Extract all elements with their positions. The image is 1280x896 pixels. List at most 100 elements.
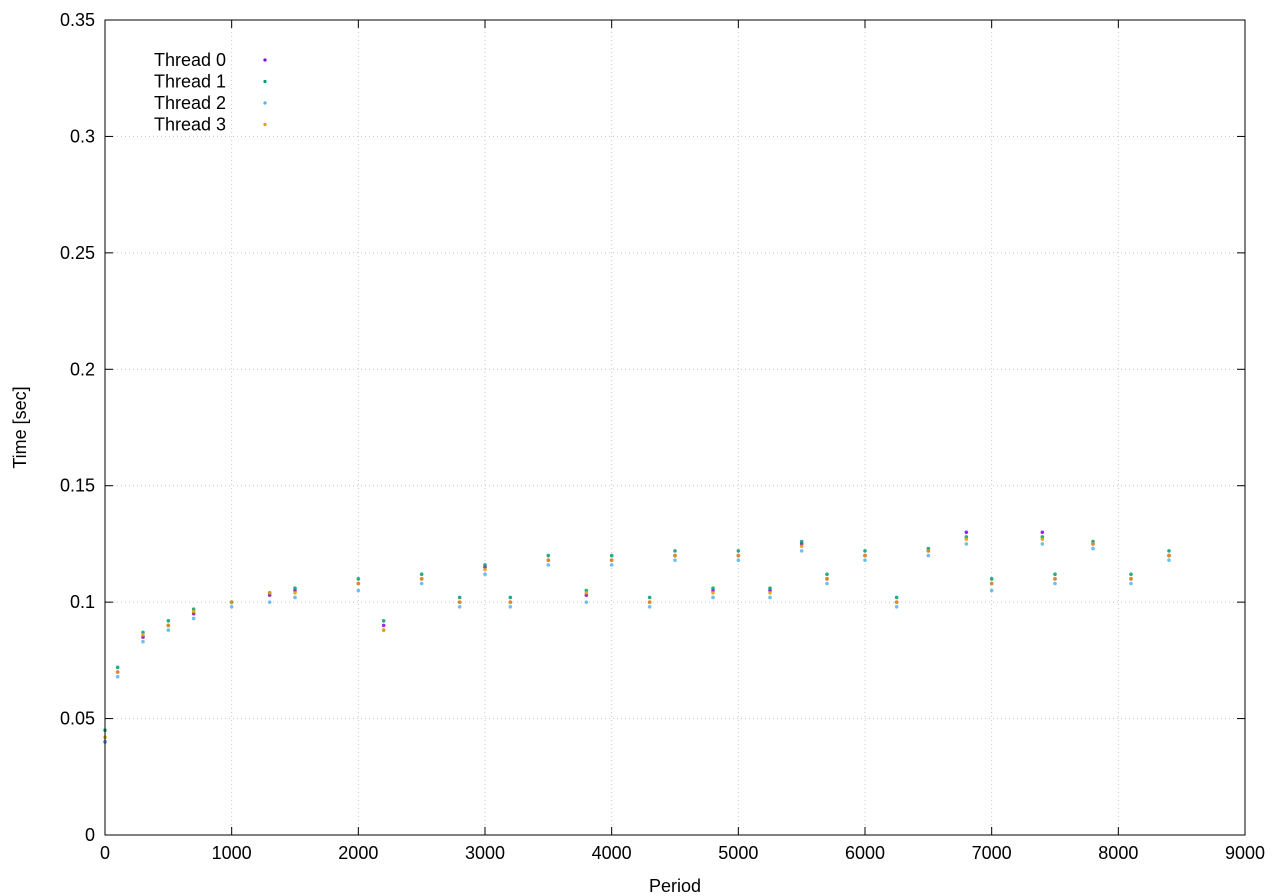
data-point: [191, 609, 196, 614]
data-point: [229, 600, 234, 604]
x-tick-label: 7000: [972, 843, 1012, 863]
data-point: [356, 581, 361, 586]
data-point: [926, 553, 931, 558]
series-3: [103, 537, 1171, 739]
data-point: [1129, 572, 1133, 576]
y-axis-label: Time [sec]: [10, 386, 30, 468]
data-point: [647, 600, 652, 604]
data-point: [1040, 530, 1045, 535]
data-point: [229, 605, 234, 609]
data-point: [483, 567, 487, 572]
y-tick-label: 0.15: [60, 476, 95, 496]
data-point: [267, 600, 272, 604]
data-point: [989, 577, 994, 581]
data-point: [584, 591, 589, 595]
x-tick-label: 8000: [1098, 843, 1138, 863]
data-point: [191, 616, 196, 621]
data-point: [1053, 577, 1057, 581]
legend-label: Thread 1: [154, 72, 226, 92]
data-point: [964, 537, 969, 542]
x-tick-label: 4000: [592, 843, 632, 863]
data-point: [508, 595, 513, 600]
data-point: [1167, 553, 1171, 558]
data-point: [483, 572, 487, 576]
data-point: [1167, 558, 1171, 563]
data-point: [1167, 549, 1171, 553]
x-tick-label: 2000: [338, 843, 378, 863]
data-point: [356, 577, 361, 581]
data-point: [381, 628, 386, 632]
data-point: [609, 563, 614, 567]
data-point: [768, 595, 772, 600]
data-point: [166, 618, 171, 623]
data-point: [825, 572, 829, 576]
data-point: [989, 588, 994, 593]
data-point: [863, 558, 867, 563]
data-point: [825, 577, 829, 581]
data-point: [609, 558, 614, 563]
data-points: [103, 530, 1171, 744]
data-point: [419, 577, 424, 581]
data-point: [894, 605, 899, 609]
data-point: [711, 591, 715, 595]
plot-frame: [104, 19, 1246, 836]
data-point: [457, 595, 462, 600]
data-point: [673, 549, 677, 553]
data-point: [166, 623, 171, 628]
data-point: [799, 539, 804, 544]
data-point: [419, 581, 424, 586]
data-point: [768, 586, 772, 590]
data-point: [926, 549, 931, 553]
data-point: [863, 553, 867, 558]
data-point: [508, 600, 513, 604]
data-point: [166, 628, 171, 632]
ticks: [104, 19, 1246, 836]
data-point: [736, 549, 741, 553]
data-point: [381, 618, 386, 623]
legend-marker: [263, 58, 267, 62]
x-tick-label: 5000: [718, 843, 758, 863]
data-point: [115, 670, 120, 674]
data-point: [457, 605, 462, 609]
data-point: [546, 558, 551, 563]
data-point: [584, 600, 589, 604]
data-point: [141, 639, 145, 644]
legend-marker: [263, 101, 267, 105]
data-point: [964, 542, 969, 546]
data-point: [1091, 542, 1095, 546]
y-tick-label: 0.3: [70, 126, 95, 146]
data-point: [989, 581, 994, 586]
data-point: [1040, 542, 1045, 546]
data-point: [799, 549, 804, 553]
data-point: [419, 572, 424, 576]
data-point: [293, 591, 297, 595]
y-tick-label: 0.25: [60, 243, 95, 263]
data-point: [1053, 581, 1057, 586]
x-tick-label: 9000: [1225, 843, 1265, 863]
data-point: [293, 595, 297, 600]
data-point: [673, 553, 677, 558]
x-tick-label: 3000: [465, 843, 505, 863]
data-point: [1053, 572, 1057, 576]
x-axis-label: Period: [649, 876, 701, 896]
data-point: [115, 665, 120, 670]
series-2: [103, 542, 1171, 744]
data-point: [894, 600, 899, 604]
data-point: [768, 591, 772, 595]
data-point: [673, 558, 677, 563]
legend-marker: [263, 122, 267, 127]
x-tick-label: 1000: [212, 843, 252, 863]
data-point: [964, 530, 969, 535]
data-point: [647, 595, 652, 600]
data-point: [141, 632, 145, 637]
data-point: [457, 600, 462, 604]
data-point: [546, 563, 551, 567]
data-point: [647, 605, 652, 609]
data-point: [736, 558, 741, 563]
y-tick-label: 0: [85, 825, 95, 845]
data-point: [863, 549, 867, 553]
data-point: [1091, 546, 1095, 551]
data-point: [1040, 537, 1045, 542]
